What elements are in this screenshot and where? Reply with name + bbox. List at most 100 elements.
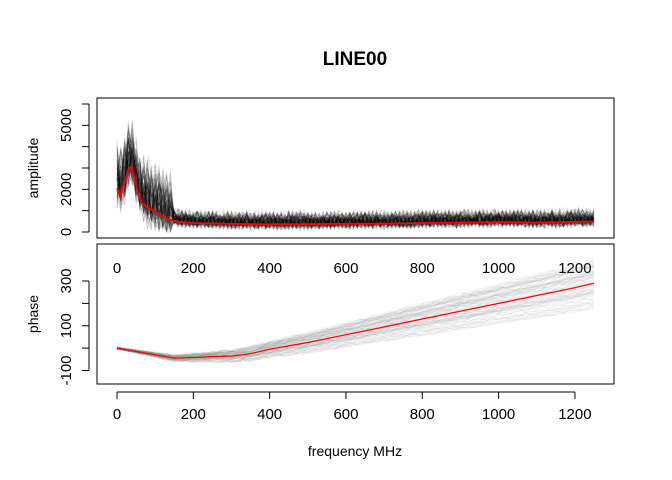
phase-trace <box>116 294 595 362</box>
amplitude-trace <box>116 157 595 231</box>
phase-trace <box>116 276 595 360</box>
amplitude-trace <box>116 149 595 231</box>
phase-trace <box>116 305 595 364</box>
phase-trace <box>116 272 595 359</box>
phase-trace <box>116 291 595 361</box>
phase-trace <box>116 303 595 363</box>
phase-trace <box>116 263 595 358</box>
amplitude-trace <box>116 154 595 232</box>
amplitude-y-tick-label: 2000 <box>58 173 75 206</box>
amplitude-trace <box>116 143 595 231</box>
amplitude-y-axis: 0 2000 5000 <box>58 103 90 236</box>
phase-trace <box>116 278 595 359</box>
amplitude-y-tick-label: 5000 <box>58 109 75 142</box>
phase-trace <box>116 305 595 364</box>
amplitude-trace <box>116 146 595 231</box>
phase-trace <box>116 265 595 358</box>
phase-trace <box>117 286 595 360</box>
amplitude-trace <box>116 137 595 231</box>
phase-trace <box>116 264 595 357</box>
amplitude-trace <box>116 140 595 230</box>
amplitude-trace <box>116 142 595 231</box>
phase-trace <box>116 297 595 362</box>
amplitude-trace <box>116 151 595 229</box>
chart-title: LINE00 <box>323 49 387 70</box>
phase-y-tick-label: 300 <box>58 268 75 293</box>
phase-trace <box>116 259 595 356</box>
phase-trace <box>116 288 595 361</box>
amplitude-axis-title: amplitude <box>25 137 41 198</box>
phase-trace <box>116 256 595 356</box>
amplitude-x-tick-label: 800 <box>410 260 435 277</box>
amplitude-trace <box>116 161 595 229</box>
amplitude-trace <box>116 160 595 230</box>
amplitude-x-tick-label: 400 <box>257 260 282 277</box>
amplitude-trace <box>116 132 595 229</box>
phase-trace <box>116 262 595 358</box>
phase-trace <box>116 293 595 362</box>
phase-trace <box>116 268 595 358</box>
amplitude-trace <box>116 151 595 231</box>
phase-trace <box>116 295 595 362</box>
phase-trace <box>116 262 595 358</box>
amplitude-trace <box>116 136 595 230</box>
amplitude-mean-series <box>116 165 595 226</box>
phase-trace <box>116 260 595 358</box>
phase-trace <box>116 271 595 358</box>
phase-mean-line <box>116 282 595 359</box>
phase-trace <box>116 289 595 361</box>
amplitude-trace <box>116 136 595 231</box>
phase-trace <box>116 298 595 362</box>
phase-trace <box>116 271 595 358</box>
phase-trace <box>116 292 595 361</box>
phase-trace <box>116 302 595 363</box>
phase-trace <box>116 265 595 358</box>
phase-trace <box>116 292 595 362</box>
phase-x-tick-label: 0 <box>113 406 121 423</box>
phase-trace <box>116 291 595 361</box>
phase-trace <box>116 273 595 358</box>
phase-x-tick-label: 200 <box>181 406 206 423</box>
amplitude-trace <box>116 144 595 231</box>
phase-trace <box>116 265 595 358</box>
amplitude-trace <box>116 147 595 230</box>
phase-trace <box>116 301 595 363</box>
phase-trace <box>116 264 595 357</box>
phase-trace <box>116 302 595 363</box>
amplitude-trace <box>116 157 595 233</box>
phase-trace <box>116 266 595 358</box>
amplitude-trace <box>116 156 595 231</box>
phase-trace <box>116 275 595 358</box>
amplitude-trace <box>116 164 595 231</box>
amplitude-trace <box>116 119 595 231</box>
phase-trace <box>116 294 595 362</box>
amplitude-trace <box>116 149 595 231</box>
phase-trace <box>116 293 595 361</box>
phase-y-axis: -100 100 300 <box>58 268 90 386</box>
phase-trace <box>116 266 595 358</box>
amplitude-trace <box>116 152 595 229</box>
amplitude-trace <box>116 149 595 232</box>
amplitude-x-tick-label: 1000 <box>482 260 515 277</box>
phase-trace <box>117 270 595 357</box>
phase-y-tick-label: -100 <box>58 355 75 385</box>
amplitude-trace <box>116 142 595 231</box>
phase-x-tick-label: 1200 <box>558 406 591 423</box>
amplitude-trace <box>116 146 595 231</box>
amplitude-x-tick-label: 200 <box>181 260 206 277</box>
amplitude-trace <box>116 147 595 232</box>
phase-trace <box>116 277 595 359</box>
amplitude-trace <box>116 147 595 231</box>
phase-trace <box>116 291 595 360</box>
phase-trace <box>116 268 595 359</box>
phase-x-tick-label: 600 <box>333 406 358 423</box>
amplitude-trace <box>116 147 595 231</box>
amplitude-trace <box>116 150 595 230</box>
phase-trace <box>116 275 595 359</box>
amplitude-trace <box>116 158 595 230</box>
phase-trace <box>116 288 595 361</box>
amplitude-trace <box>116 139 595 230</box>
phase-trace <box>116 306 595 364</box>
phase-trace <box>116 289 595 361</box>
amplitude-panel: 0 2000 5000 0 200 400 600 800 1000 1200 amplitud… <box>25 97 615 277</box>
